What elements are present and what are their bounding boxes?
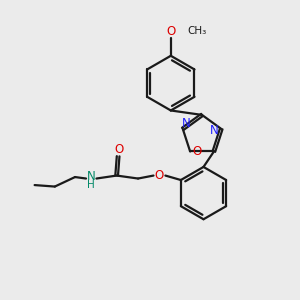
Text: O: O xyxy=(114,143,123,156)
Text: O: O xyxy=(166,25,176,38)
Text: O: O xyxy=(155,169,164,182)
Text: N: N xyxy=(87,170,95,183)
Text: N: N xyxy=(182,117,190,130)
Text: CH₃: CH₃ xyxy=(187,26,206,36)
Text: O: O xyxy=(192,145,201,158)
Text: N: N xyxy=(210,124,219,137)
Text: H: H xyxy=(87,180,95,190)
